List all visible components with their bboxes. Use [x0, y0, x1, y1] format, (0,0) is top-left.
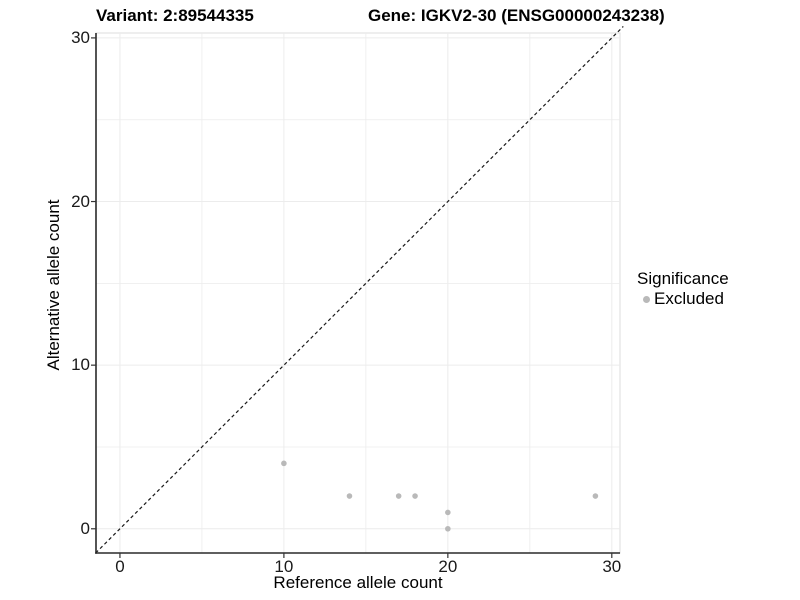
plot-title-variant: Variant: 2:89544335	[96, 6, 254, 25]
x-tick-label: 20	[438, 557, 458, 576]
data-point	[445, 509, 451, 516]
identity-dashed-line	[95, 26, 624, 554]
legend: Significance Excluded	[637, 269, 729, 308]
data-point	[346, 493, 353, 499]
y-tick-label: 0	[80, 518, 90, 538]
data-point	[412, 493, 418, 499]
legend-item-excluded: Excluded	[637, 290, 729, 308]
data-point	[592, 493, 599, 499]
x-tick-label: 30	[602, 557, 622, 576]
y-tick-label: 10	[71, 355, 90, 375]
plot-title-gene: Gene: IGKV2-30 (ENSG00000243238)	[368, 6, 665, 25]
legend-marker-circle-icon	[643, 295, 650, 303]
y-tick-label: 30	[71, 27, 90, 47]
data-point	[395, 493, 402, 499]
y-axis-title: Alternative allele count	[44, 199, 63, 371]
legend-item-label: Excluded	[654, 289, 724, 308]
legend-title: Significance	[637, 269, 729, 288]
x-tick-label: 10	[274, 557, 294, 576]
panel-background	[95, 32, 621, 554]
x-tick-label: 0	[115, 557, 125, 576]
data-point	[281, 460, 287, 467]
x-axis-title: Reference allele count	[273, 573, 443, 592]
data-point	[445, 525, 451, 532]
y-tick-label: 20	[71, 191, 90, 211]
